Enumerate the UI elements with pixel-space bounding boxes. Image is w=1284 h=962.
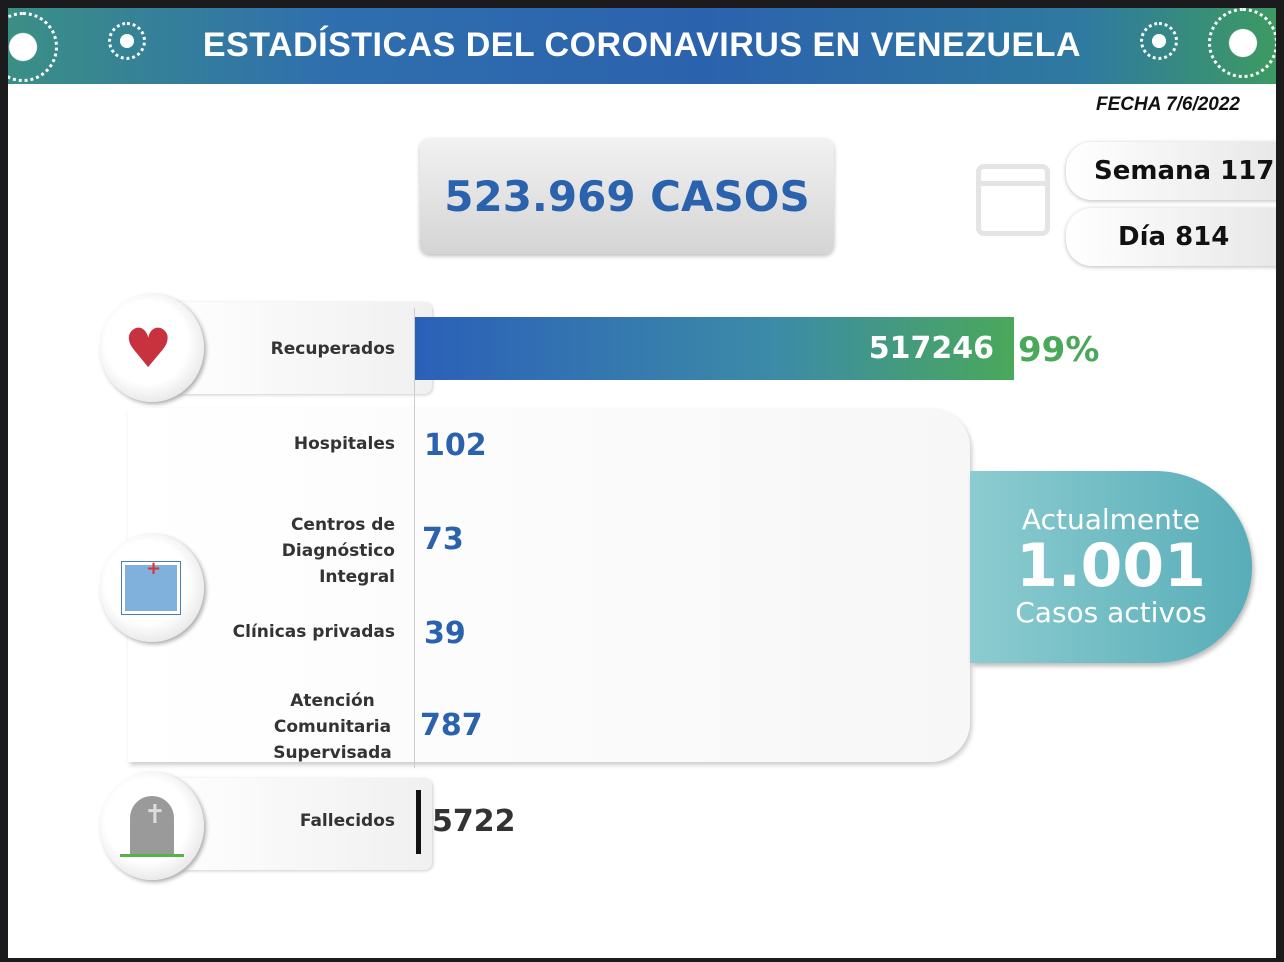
active-line1: Actualmente <box>1021 503 1201 536</box>
virus-icon <box>8 12 58 82</box>
heart-icon: ♥ <box>100 294 204 402</box>
active-value: 1.001 <box>1016 531 1206 601</box>
header-banner: ESTADÍSTICAS DEL CORONAVIRUS EN VENEZUEL… <box>8 8 1276 84</box>
active-cases-badge: Actualmente 1.001 Casos activos <box>970 471 1252 663</box>
hospitals-label: Hospitales <box>293 434 395 454</box>
deaths-label: Fallecidos <box>299 811 395 831</box>
week-badge: Semana 117 <box>1066 142 1276 200</box>
hospitals-value: 102 <box>424 428 487 463</box>
cdi-value: 73 <box>422 522 464 557</box>
deaths-bar <box>416 790 421 854</box>
infographic: ESTADÍSTICAS DEL CORONAVIRUS EN VENEZUEL… <box>8 8 1276 958</box>
deaths-value: 5722 <box>432 804 516 839</box>
active-breakdown-panel <box>128 408 970 762</box>
page-title: ESTADÍSTICAS DEL CORONAVIRUS EN VENEZUEL… <box>202 26 1082 64</box>
date-label: FECHA 7/6/2022 <box>1096 94 1240 115</box>
recovered-label: Recuperados <box>270 339 395 359</box>
cdi-label: Centros de Diagnóstico Integral <box>281 515 395 587</box>
virus-icon <box>1140 22 1178 60</box>
recovered-percent: 99% <box>1018 330 1100 370</box>
active-line2: Casos activos <box>1015 596 1207 629</box>
hospital-icon: + <box>100 534 204 642</box>
virus-icon <box>1208 8 1276 78</box>
virus-icon <box>108 22 146 60</box>
day-badge: Día 814 <box>1066 208 1276 266</box>
total-cases: 523.969 CASOS <box>420 138 834 254</box>
community-care-label: Atención Comunitaria Supervisada <box>273 691 392 763</box>
axis-line <box>414 308 415 768</box>
recovered-bar: 517246 <box>415 317 1014 380</box>
recovered-value: 517246 <box>868 331 994 366</box>
tombstone-icon: ✝ <box>100 772 204 880</box>
community-care-value: 787 <box>420 708 483 743</box>
calendar-icon <box>976 164 1050 236</box>
private-clinics-label: Clínicas privadas <box>232 622 395 642</box>
private-clinics-value: 39 <box>424 616 466 651</box>
